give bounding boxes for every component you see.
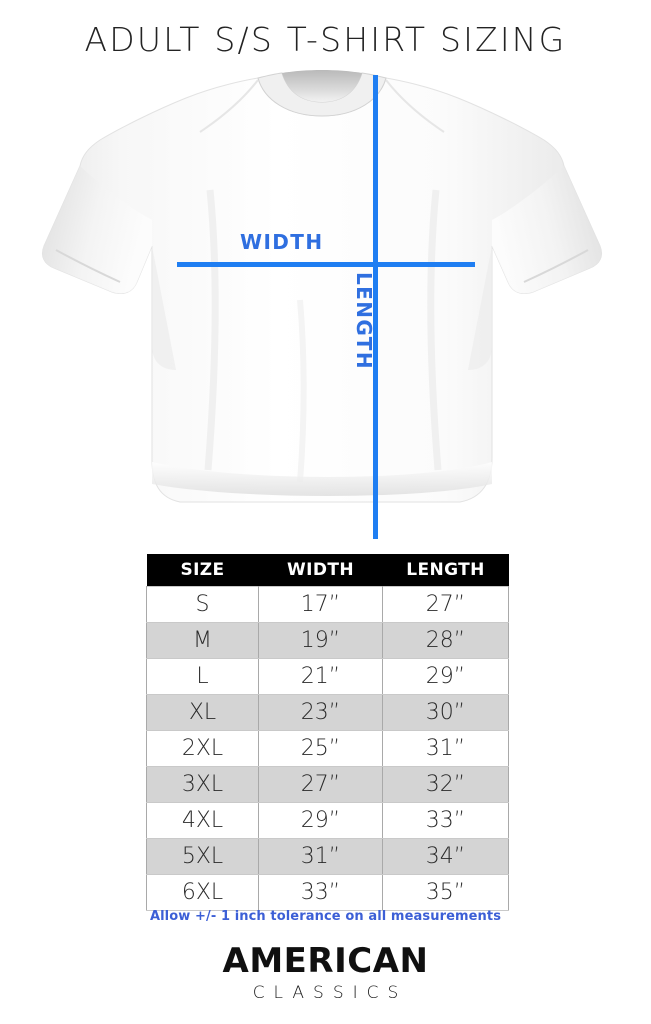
length-guide-line (373, 75, 378, 539)
cell-length: 29” (382, 658, 509, 695)
shirt-right-sleeve-hem (523, 249, 589, 283)
cell-width: 23” (258, 694, 383, 731)
shirt-armpit-shadow-right (468, 246, 492, 370)
cell-width: 17” (258, 586, 383, 623)
column-header-length: LENGTH (382, 554, 509, 587)
table-header-row: SIZE WIDTH LENGTH (146, 554, 509, 587)
cell-size: L (146, 658, 259, 695)
shirt-fold-left (204, 189, 219, 471)
cell-length: 30” (382, 694, 509, 731)
cell-length: 31” (382, 730, 509, 767)
table-row: M 19” 28” (146, 622, 509, 659)
cell-width: 33” (258, 874, 383, 911)
table-row: S 17” 27” (146, 586, 509, 623)
size-table-head: SIZE WIDTH LENGTH (146, 554, 509, 587)
table-row: 3XL 27” 32” (146, 766, 509, 803)
tolerance-note: Allow +/- 1 inch tolerance on all measur… (149, 909, 502, 924)
width-guide-label: WIDTH (240, 230, 324, 254)
shirt-left-sleeve (42, 166, 152, 294)
shirt-seam-left-shoulder (199, 79, 259, 133)
shirt-armpit-shadow-left (152, 246, 176, 370)
table-row: L 21” 29” (146, 658, 509, 695)
column-header-size: SIZE (146, 554, 259, 587)
brand-name-primary: AMERICAN (222, 941, 429, 981)
table-row: 4XL 29” 33” (146, 802, 509, 839)
table-row: 6XL 33” 35” (146, 874, 509, 911)
cell-size: 5XL (146, 838, 259, 875)
cell-length: 33” (382, 802, 509, 839)
size-table-body: S 17” 27” M 19” 28” L 21” 29” XL 23” (146, 586, 509, 911)
cell-size: XL (146, 694, 259, 731)
table-row: 5XL 31” 34” (146, 838, 509, 875)
shirt-left-sleeve-hem (55, 249, 121, 283)
cell-length: 28” (382, 622, 509, 659)
cell-size: S (146, 586, 259, 623)
cell-length: 35” (382, 874, 509, 911)
table-row: XL 23” 30” (146, 694, 509, 731)
cell-width: 21” (258, 658, 383, 695)
shirt-seam-right-shoulder (385, 79, 445, 133)
size-table: SIZE WIDTH LENGTH S 17” 27” M 19” 28” L (146, 554, 509, 911)
table-row: 2XL 25” 31” (146, 730, 509, 767)
shirt-fold-right (427, 189, 442, 471)
size-table-container: SIZE WIDTH LENGTH S 17” 27” M 19” 28” L (146, 554, 509, 911)
shirt-bottom-hem (152, 462, 492, 496)
brand-name-secondary: CLASSICS (252, 982, 408, 1003)
brand-logo: AMERICAN CLASSICS (0, 941, 651, 1003)
cell-width: 29” (258, 802, 383, 839)
width-guide-line (177, 262, 475, 267)
cell-length: 32” (382, 766, 509, 803)
cell-length: 34” (382, 838, 509, 875)
page-title: ADULT S/S T-SHIRT SIZING (84, 20, 567, 59)
cell-size: 3XL (146, 766, 259, 803)
cell-width: 27” (258, 766, 383, 803)
cell-width: 25” (258, 730, 383, 767)
length-guide-label: LENGTH (352, 272, 376, 370)
cell-size: M (146, 622, 259, 659)
cell-width: 19” (258, 622, 383, 659)
column-header-width: WIDTH (258, 554, 383, 587)
cell-size: 2XL (146, 730, 259, 767)
cell-size: 4XL (146, 802, 259, 839)
tshirt-graphic (41, 70, 603, 503)
cell-size: 6XL (146, 874, 259, 911)
cell-length: 27” (382, 586, 509, 623)
shirt-right-sleeve (492, 166, 602, 294)
shirt-fold-center (297, 299, 307, 483)
shirt-neck-opening (282, 70, 362, 102)
shirt-illustration: WIDTH LENGTH (0, 70, 651, 550)
cell-width: 31” (258, 838, 383, 875)
